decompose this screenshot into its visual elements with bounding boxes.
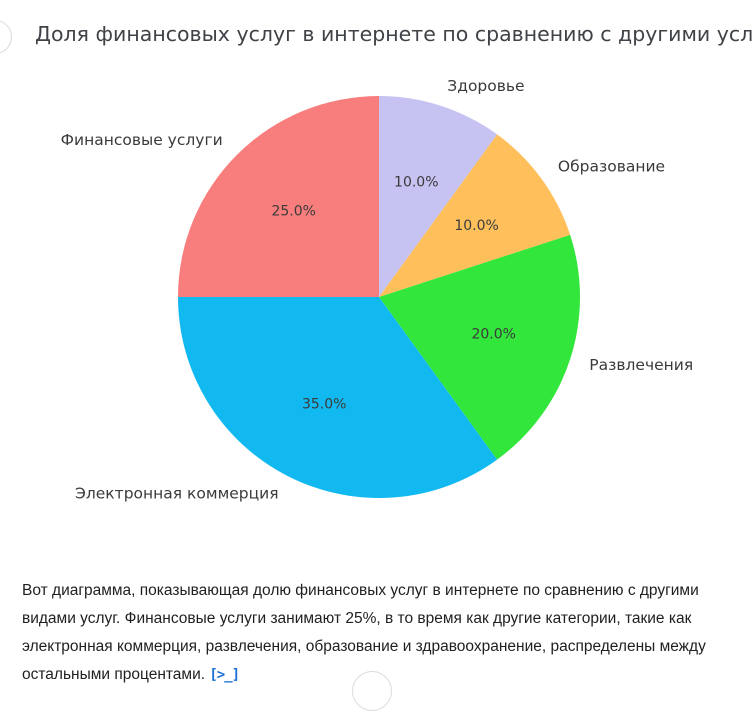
pie-slice-2 <box>379 134 571 297</box>
pie-slice-1 <box>379 96 498 297</box>
slice-percent-5: 25.0% <box>271 204 315 220</box>
slice-label-1: Здоровье <box>447 77 524 95</box>
pie-chart: 10.0% Здоровье 10.0% Образование 20.0% Развле… <box>61 77 694 503</box>
slice-label-5: Финансовые услуги <box>61 131 223 149</box>
scroll-to-bottom-button[interactable] <box>352 671 392 711</box>
slice-percent-3: 20.0% <box>471 326 515 342</box>
page-title: Доля финансовых услуг в интернете по сра… <box>35 22 754 46</box>
pie-slice-5 <box>178 96 379 297</box>
slice-label-4: Электронная коммерция <box>75 485 279 503</box>
slice-percent-4: 35.0% <box>302 397 346 413</box>
pie-slice-4 <box>178 297 498 498</box>
pie-slice-3 <box>379 234 580 460</box>
assistant-message: Вот диаграмма, показывающая долю финансо… <box>22 577 728 689</box>
slice-percent-1: 10.0% <box>394 174 438 190</box>
pie-chart-figure: 10.0% Здоровье 10.0% Образование 20.0% Развле… <box>0 55 754 525</box>
slice-percent-2: 10.0% <box>454 218 498 234</box>
code-reference-icon[interactable]: [>_] <box>209 666 240 683</box>
slice-label-3: Развлечения <box>589 356 693 374</box>
slice-label-2: Образование <box>558 158 665 176</box>
assistant-avatar <box>0 20 12 54</box>
assistant-message-text: Вот диаграмма, показывающая долю финансо… <box>22 581 706 683</box>
